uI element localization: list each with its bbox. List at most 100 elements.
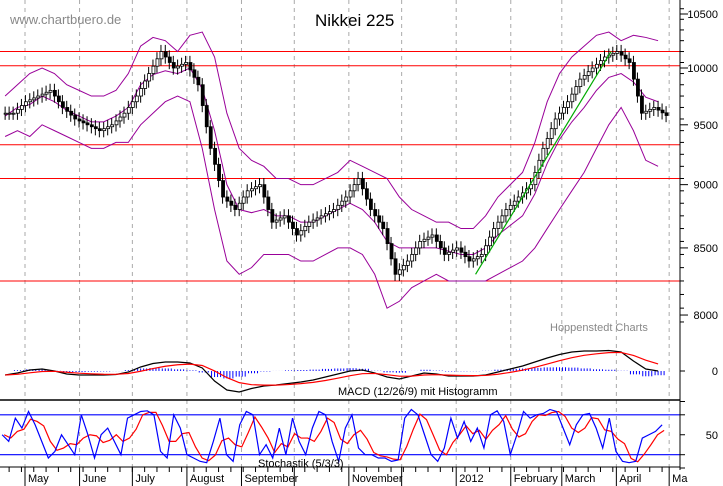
month-label: July (135, 473, 155, 485)
macd-line (5, 349, 659, 393)
candle-body (451, 249, 456, 253)
candle-body (381, 221, 386, 229)
candle-body (3, 112, 8, 115)
macd-tick-label: 0 (712, 366, 718, 378)
macd-signal-line (5, 351, 659, 386)
y-tick-label: 10000 (687, 63, 718, 75)
candle-body (122, 112, 127, 118)
candle-body (463, 251, 468, 258)
candle-body (582, 75, 587, 80)
candle-body (258, 184, 262, 188)
candle-body (225, 196, 230, 202)
candle-body (652, 107, 657, 110)
candle-body (566, 101, 570, 108)
candle-body (504, 209, 509, 217)
candle-body (426, 236, 431, 240)
candle-body (65, 107, 70, 112)
candle-body (184, 62, 189, 65)
candle-body (368, 198, 373, 210)
candle-body (664, 112, 669, 116)
candle-body (270, 209, 275, 223)
candle-body (147, 73, 152, 82)
candle-body (389, 243, 394, 260)
candle-body (578, 78, 583, 88)
candle-body (151, 65, 156, 74)
candle-body (447, 251, 452, 255)
candle-body (192, 69, 197, 78)
candle-body (636, 78, 640, 97)
candle-body (24, 101, 28, 106)
candle-body (405, 260, 410, 266)
candle-body (40, 93, 45, 97)
candle-body (529, 184, 533, 190)
candle-body (73, 114, 78, 120)
y-tick-label: 9500 (694, 120, 718, 132)
candle-body (299, 230, 304, 236)
candle-body (611, 52, 616, 56)
candle-body (274, 219, 279, 223)
candle-body (16, 108, 20, 114)
candle-body (623, 54, 628, 60)
candle-body (553, 118, 558, 130)
source-label: Hoppenstedt Charts (550, 322, 648, 334)
candle-body (430, 234, 435, 238)
candle-body (373, 209, 378, 217)
candle-body (545, 138, 550, 149)
candle-body (143, 80, 148, 89)
candle-body (221, 180, 225, 198)
candle-body (516, 196, 521, 202)
candle-body (442, 247, 447, 255)
candle-body (20, 105, 24, 110)
candle-body (307, 221, 312, 227)
candle-body (130, 101, 135, 108)
candle-body (102, 128, 107, 132)
candle-body (278, 217, 283, 221)
candle-body (61, 101, 65, 108)
candle-body (241, 196, 246, 204)
candle-body (467, 256, 472, 262)
month-label: June (83, 473, 107, 485)
y-tick-label: 10500 (687, 9, 718, 21)
macd-label: MACD (12/26/9) mit Histogramm (338, 386, 498, 398)
candle-body (475, 256, 480, 260)
candle-body (599, 60, 603, 65)
candle-body (500, 215, 505, 223)
candle-body (110, 124, 115, 128)
candle-body (213, 147, 217, 165)
candle-body (356, 178, 361, 186)
stochastic-tick-label: 50 (706, 430, 718, 442)
candle-body (245, 190, 250, 198)
candle-body (81, 120, 86, 124)
candle-body (134, 95, 139, 103)
y-tick-label: 9000 (694, 180, 718, 192)
price-candles (3, 44, 669, 281)
candle-body (418, 241, 423, 249)
candle-body (208, 126, 213, 149)
candle-body (455, 247, 460, 251)
candle-body (590, 67, 595, 73)
candle-body (632, 62, 636, 80)
candle-body (217, 163, 221, 181)
candle-body (319, 215, 324, 219)
stochastic-panel (0, 408, 680, 464)
candle-body (660, 109, 665, 114)
candle-body (512, 200, 517, 206)
candle-body (656, 107, 661, 111)
candle-body (640, 95, 644, 114)
candle-body (336, 204, 341, 210)
candle-body (484, 245, 489, 255)
candle-body (360, 178, 365, 190)
y-tick-label: 8500 (694, 243, 718, 255)
month-label: Ma (672, 473, 688, 485)
candle-body (11, 112, 16, 115)
trendline (475, 51, 612, 275)
candle-body (562, 107, 566, 114)
candle-body (332, 209, 336, 213)
candle-body (176, 65, 181, 69)
candle-body (262, 184, 267, 198)
month-label: August (190, 473, 224, 485)
trendline-segment (475, 51, 612, 275)
stochastic-label: Stochastik (5/3/3) (258, 458, 344, 470)
candle-body (291, 221, 295, 229)
candle-body (619, 51, 624, 56)
